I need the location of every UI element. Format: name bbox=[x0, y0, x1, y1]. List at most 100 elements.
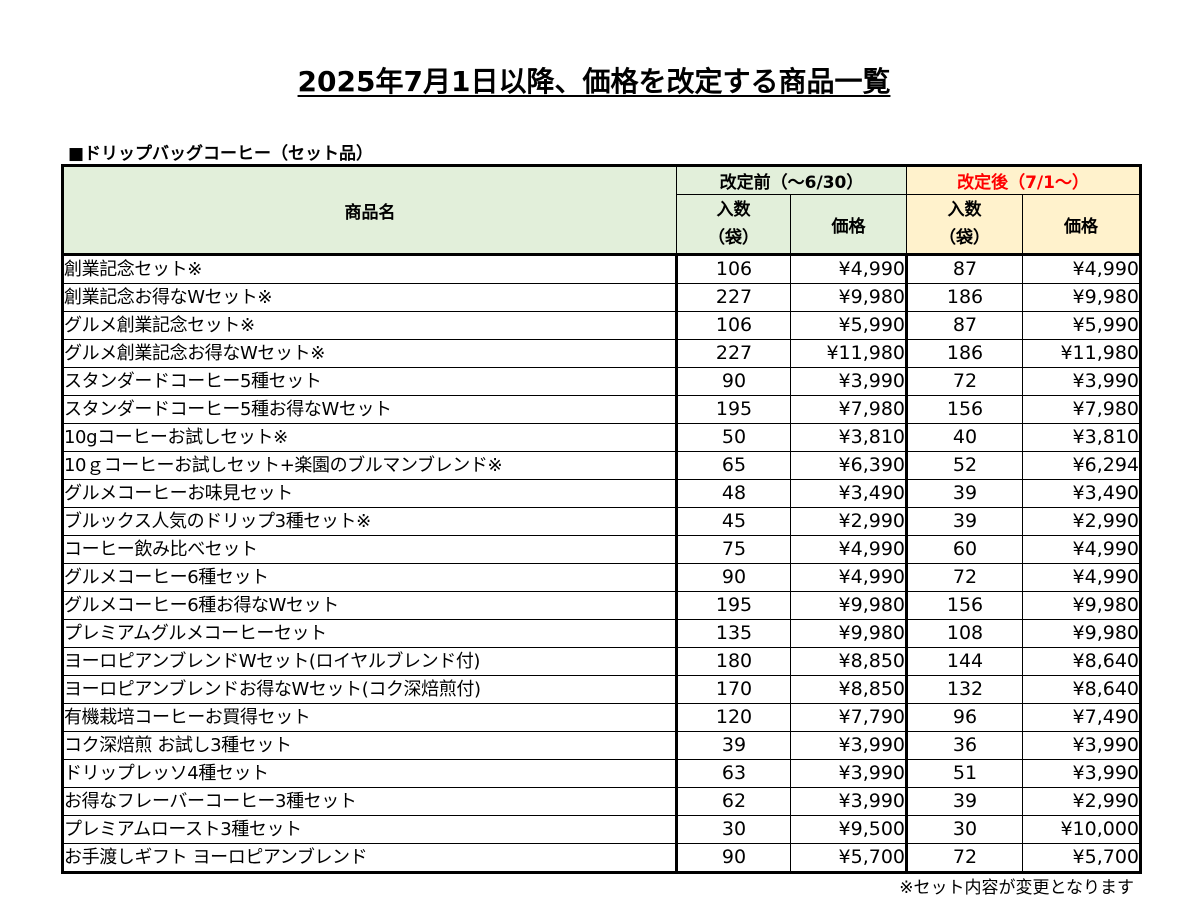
table-row: お得なフレーバーコーヒー3種セット 62 ¥3,990 39 ¥2,990 bbox=[62, 787, 1142, 816]
qty-after-cell: 60 bbox=[906, 535, 1024, 564]
qty-before-cell: 135 bbox=[676, 619, 791, 648]
price-before-cell: ¥5,700 bbox=[789, 843, 909, 873]
qty-after-cell: 156 bbox=[906, 395, 1024, 424]
price-before-cell: ¥9,980 bbox=[789, 591, 909, 620]
qty-after-cell: 51 bbox=[906, 759, 1024, 788]
qty-before-cell: 90 bbox=[676, 843, 791, 873]
section-title: ■ドリップバッグコーヒー（セット品） bbox=[68, 144, 374, 164]
qty-before-cell: 120 bbox=[676, 703, 791, 732]
qty-before-cell: 90 bbox=[676, 563, 791, 592]
qty-after-cell: 30 bbox=[906, 815, 1024, 844]
price-after-cell: ¥9,980 bbox=[1022, 591, 1142, 620]
price-after-cell: ¥5,990 bbox=[1022, 311, 1142, 340]
price-after-cell: ¥6,294 bbox=[1022, 451, 1142, 480]
price-after-cell: ¥8,640 bbox=[1022, 675, 1142, 704]
price-before-cell: ¥3,990 bbox=[789, 731, 909, 760]
product-name-cell: ドリップレッソ4種セット bbox=[62, 759, 678, 788]
price-before-cell: ¥3,990 bbox=[789, 787, 909, 816]
qty-after-cell: 156 bbox=[906, 591, 1024, 620]
price-after-cell: ¥3,810 bbox=[1022, 423, 1142, 452]
table-row: ドリップレッソ4種セット 63 ¥3,990 51 ¥3,990 bbox=[62, 759, 1142, 788]
price-revision-table: 商品名 改定前（～6/30） 改定後（7/1～） 入数 （袋） 価格 入数 （袋… bbox=[61, 164, 1143, 874]
table-row: 創業記念セット※ 106 ¥4,990 87 ¥4,990 bbox=[62, 254, 1142, 284]
price-before-cell: ¥3,990 bbox=[789, 759, 909, 788]
product-name-cell: コク深焙煎 お試し3種セット bbox=[62, 731, 678, 760]
table-row: お手渡しギフト ヨーロピアンブレンド 90 ¥5,700 72 ¥5,700 bbox=[62, 843, 1142, 873]
qty-after-cell: 108 bbox=[906, 619, 1024, 648]
header-row-columns: 入数 （袋） 価格 入数 （袋） 価格 bbox=[63, 194, 1142, 256]
table-row: プレミアムロースト3種セット 30 ¥9,500 30 ¥10,000 bbox=[62, 815, 1142, 844]
product-name-cell: 10gコーヒーお試しセット※ bbox=[62, 423, 678, 452]
qty-after-cell: 186 bbox=[906, 339, 1024, 368]
price-after-cell: ¥3,990 bbox=[1022, 759, 1142, 788]
price-before-cell: ¥9,980 bbox=[789, 619, 909, 648]
qty-before-cell: 106 bbox=[676, 254, 791, 284]
qty-before-cell: 195 bbox=[676, 591, 791, 620]
qty-before-cell: 90 bbox=[676, 367, 791, 396]
price-before-cell: ¥6,390 bbox=[789, 451, 909, 480]
qty-after-cell: 39 bbox=[906, 507, 1024, 536]
price-after-cell: ¥4,990 bbox=[1022, 563, 1142, 592]
qty-after-cell: 52 bbox=[906, 451, 1024, 480]
product-name-cell: スタンダードコーヒー5種お得なWセット bbox=[62, 395, 678, 424]
table-row: グルメコーヒーお味見セット 48 ¥3,490 39 ¥3,490 bbox=[62, 479, 1142, 508]
qty-after-cell: 36 bbox=[906, 731, 1024, 760]
product-name-cell: グルメ創業記念お得なWセット※ bbox=[62, 339, 678, 368]
page-title-text: 2025年7月1日以降、価格を改定する商品一覧 bbox=[297, 65, 891, 98]
header-qty-before: 入数 （袋） bbox=[676, 194, 791, 256]
product-name-cell: お得なフレーバーコーヒー3種セット bbox=[62, 787, 678, 816]
header-qty-after-line2: （袋） bbox=[939, 228, 991, 248]
product-name-cell: スタンダードコーヒー5種セット bbox=[62, 367, 678, 396]
price-after-cell: ¥2,990 bbox=[1022, 507, 1142, 536]
qty-after-cell: 39 bbox=[906, 787, 1024, 816]
product-name-cell: ヨーロピアンブレンドお得なWセット(コク深焙煎付) bbox=[62, 675, 678, 704]
table-row: ヨーロピアンブレンドWセット(ロイヤルブレンド付) 180 ¥8,850 144 ¥8,… bbox=[62, 647, 1142, 676]
product-name-cell: 創業記念セット※ bbox=[62, 254, 678, 284]
price-before-cell: ¥5,990 bbox=[789, 311, 909, 340]
qty-after-cell: 87 bbox=[906, 311, 1024, 340]
product-name-cell: 創業記念お得なWセット※ bbox=[62, 283, 678, 312]
header-before-revision: 改定前（～6/30） bbox=[675, 165, 908, 195]
table-row: 10gコーヒーお試しセット※ 50 ¥3,810 40 ¥3,810 bbox=[62, 423, 1142, 452]
price-after-cell: ¥5,700 bbox=[1022, 843, 1142, 873]
price-before-cell: ¥2,990 bbox=[789, 507, 909, 536]
qty-after-cell: 186 bbox=[906, 283, 1024, 312]
product-name-cell: 有機栽培コーヒーお買得セット bbox=[62, 703, 678, 732]
price-before-cell: ¥9,500 bbox=[789, 815, 909, 844]
price-before-cell: ¥4,990 bbox=[789, 254, 909, 284]
price-before-cell: ¥3,990 bbox=[789, 367, 909, 396]
qty-after-cell: 39 bbox=[906, 479, 1024, 508]
price-after-cell: ¥10,000 bbox=[1022, 815, 1142, 844]
price-before-cell: ¥7,980 bbox=[789, 395, 909, 424]
price-before-cell: ¥7,790 bbox=[789, 703, 909, 732]
table-row: スタンダードコーヒー5種お得なWセット 195 ¥7,980 156 ¥7,980 bbox=[62, 395, 1142, 424]
price-after-cell: ¥7,980 bbox=[1022, 395, 1142, 424]
qty-before-cell: 39 bbox=[676, 731, 791, 760]
price-after-cell: ¥4,990 bbox=[1022, 535, 1142, 564]
qty-before-cell: 170 bbox=[676, 675, 791, 704]
header-qty-before-line2: （袋） bbox=[708, 228, 759, 248]
product-name-cell: 10ｇコーヒーお試しセット+楽園のブルマンブレンド※ bbox=[62, 451, 678, 480]
price-before-cell: ¥3,490 bbox=[789, 479, 909, 508]
qty-before-cell: 75 bbox=[676, 535, 791, 564]
price-after-cell: ¥11,980 bbox=[1022, 339, 1142, 368]
qty-before-cell: 195 bbox=[676, 395, 791, 424]
price-after-cell: ¥4,990 bbox=[1022, 254, 1142, 284]
product-name-cell: コーヒー飲み比べセット bbox=[62, 535, 678, 564]
table-row: グルメ創業記念お得なWセット※ 227 ¥11,980 186 ¥11,980 bbox=[62, 339, 1142, 368]
table-row: スタンダードコーヒー5種セット 90 ¥3,990 72 ¥3,990 bbox=[62, 367, 1142, 396]
product-name-cell: グルメ創業記念セット※ bbox=[62, 311, 678, 340]
header-qty-after: 入数 （袋） bbox=[906, 194, 1024, 256]
qty-after-cell: 72 bbox=[906, 367, 1024, 396]
price-after-cell: ¥3,990 bbox=[1022, 731, 1142, 760]
price-after-cell: ¥7,490 bbox=[1022, 703, 1142, 732]
table-row: グルメ創業記念セット※ 106 ¥5,990 87 ¥5,990 bbox=[62, 311, 1142, 340]
qty-after-cell: 132 bbox=[906, 675, 1024, 704]
price-after-cell: ¥9,980 bbox=[1022, 283, 1142, 312]
header-product-name: 商品名 bbox=[62, 165, 677, 256]
price-before-cell: ¥11,980 bbox=[789, 339, 909, 368]
qty-before-cell: 106 bbox=[676, 311, 791, 340]
table-row: 創業記念お得なWセット※ 227 ¥9,980 186 ¥9,980 bbox=[62, 283, 1142, 312]
qty-after-cell: 72 bbox=[906, 563, 1024, 592]
qty-after-cell: 144 bbox=[906, 647, 1024, 676]
